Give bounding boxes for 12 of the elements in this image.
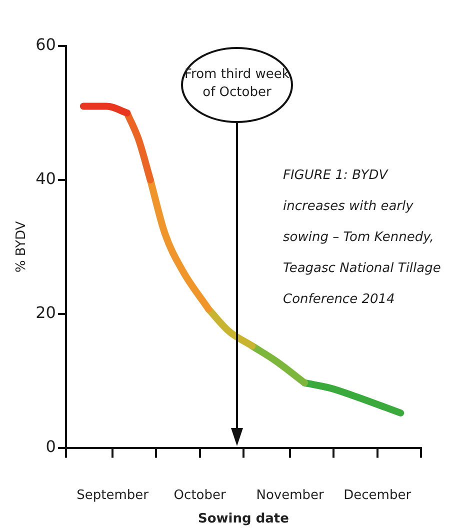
x-tick-label: September bbox=[76, 488, 150, 503]
x-axis-title: Sowing date bbox=[198, 512, 290, 527]
x-tick-label: November bbox=[256, 488, 325, 503]
annotation: From third week of October bbox=[184, 66, 290, 102]
text: FIGURE 1: BYDV increases with early sowing – Tom Kennedy, Teagasc National Tillage Conference 2014 bbox=[283, 168, 441, 307]
y-tick-label: 20 bbox=[36, 303, 56, 322]
y-tick-label: 60 bbox=[36, 35, 56, 54]
x-tick-label: December bbox=[344, 488, 412, 503]
y-tick-label: 40 bbox=[36, 169, 56, 188]
y-axis-title: % BYDV bbox=[14, 221, 30, 273]
y-tick-label: 0 bbox=[46, 436, 56, 456]
x-tick-label: October bbox=[174, 488, 226, 503]
